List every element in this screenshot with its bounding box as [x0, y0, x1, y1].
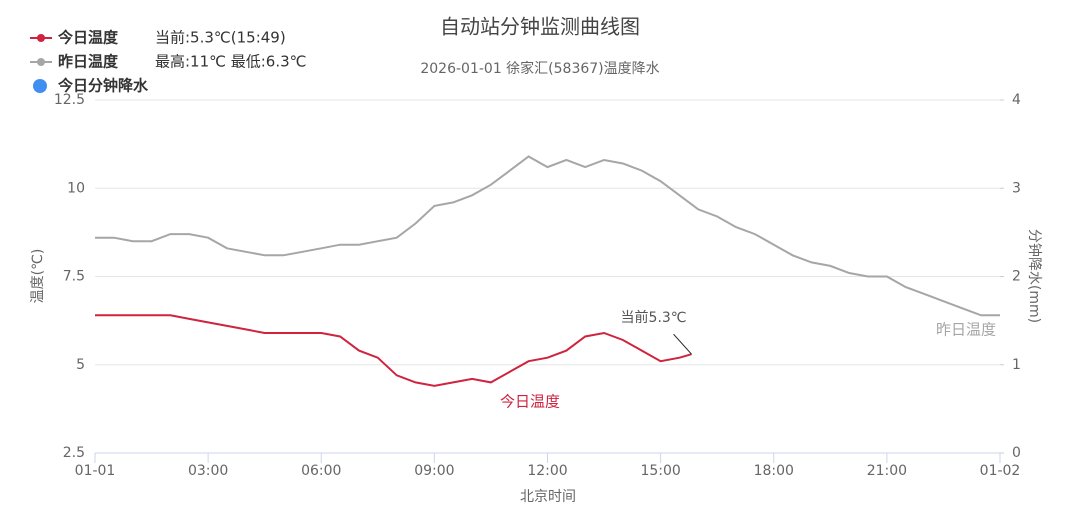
y-tick-label: 2.5	[63, 445, 85, 461]
legend-marker	[37, 58, 45, 66]
y-tick-label: 12.5	[54, 92, 85, 108]
y-tick-label: 7.5	[63, 269, 85, 285]
range-info: 最高:11℃ 最低:6.3℃	[155, 53, 307, 71]
legend-marker	[33, 79, 47, 93]
y-tick-label: 10	[67, 180, 85, 196]
x-tick-label: 15:00	[640, 463, 680, 479]
legend-label[interactable]: 今日分钟降水	[57, 77, 149, 95]
x-tick-label: 09:00	[414, 463, 454, 479]
x-tick-label: 18:00	[754, 463, 794, 479]
legend-label[interactable]: 昨日温度	[58, 53, 119, 71]
series-label: 今日温度	[500, 393, 560, 411]
y2-axis-label: 分钟降水(mm)	[1026, 229, 1043, 323]
annotation: 当前5.3℃	[621, 309, 687, 326]
x-tick-label: 06:00	[301, 463, 341, 479]
x-tick-label: 03:00	[188, 463, 228, 479]
x-tick-label: 21:00	[867, 463, 907, 479]
y2-tick-label: 3	[1012, 180, 1021, 196]
series-line	[95, 155, 1000, 317]
x-axis-label: 北京时间	[520, 489, 576, 505]
current-info: 当前:5.3℃(15:49)	[155, 29, 286, 47]
y2-tick-label: 4	[1012, 92, 1021, 108]
y-axis-label: 温度(℃)	[30, 249, 46, 304]
x-tick-label: 01-01	[75, 463, 116, 479]
x-tick-label: 01-02	[980, 463, 1021, 479]
y-tick-label: 5	[76, 357, 85, 373]
y2-tick-label: 1	[1012, 357, 1021, 373]
legend-label[interactable]: 今日温度	[57, 29, 119, 47]
annotation-leader	[673, 333, 692, 355]
chart-subtitle: 2026-01-01 徐家汇(58367)温度降水	[420, 60, 659, 77]
y2-tick-label: 0	[1012, 445, 1021, 461]
series-line	[95, 314, 692, 387]
series-label: 昨日温度	[936, 321, 996, 339]
y2-tick-label: 2	[1012, 269, 1021, 285]
x-tick-label: 12:00	[527, 463, 567, 479]
chart-title: 自动站分钟监测曲线图	[440, 15, 640, 39]
legend-marker	[37, 34, 45, 42]
